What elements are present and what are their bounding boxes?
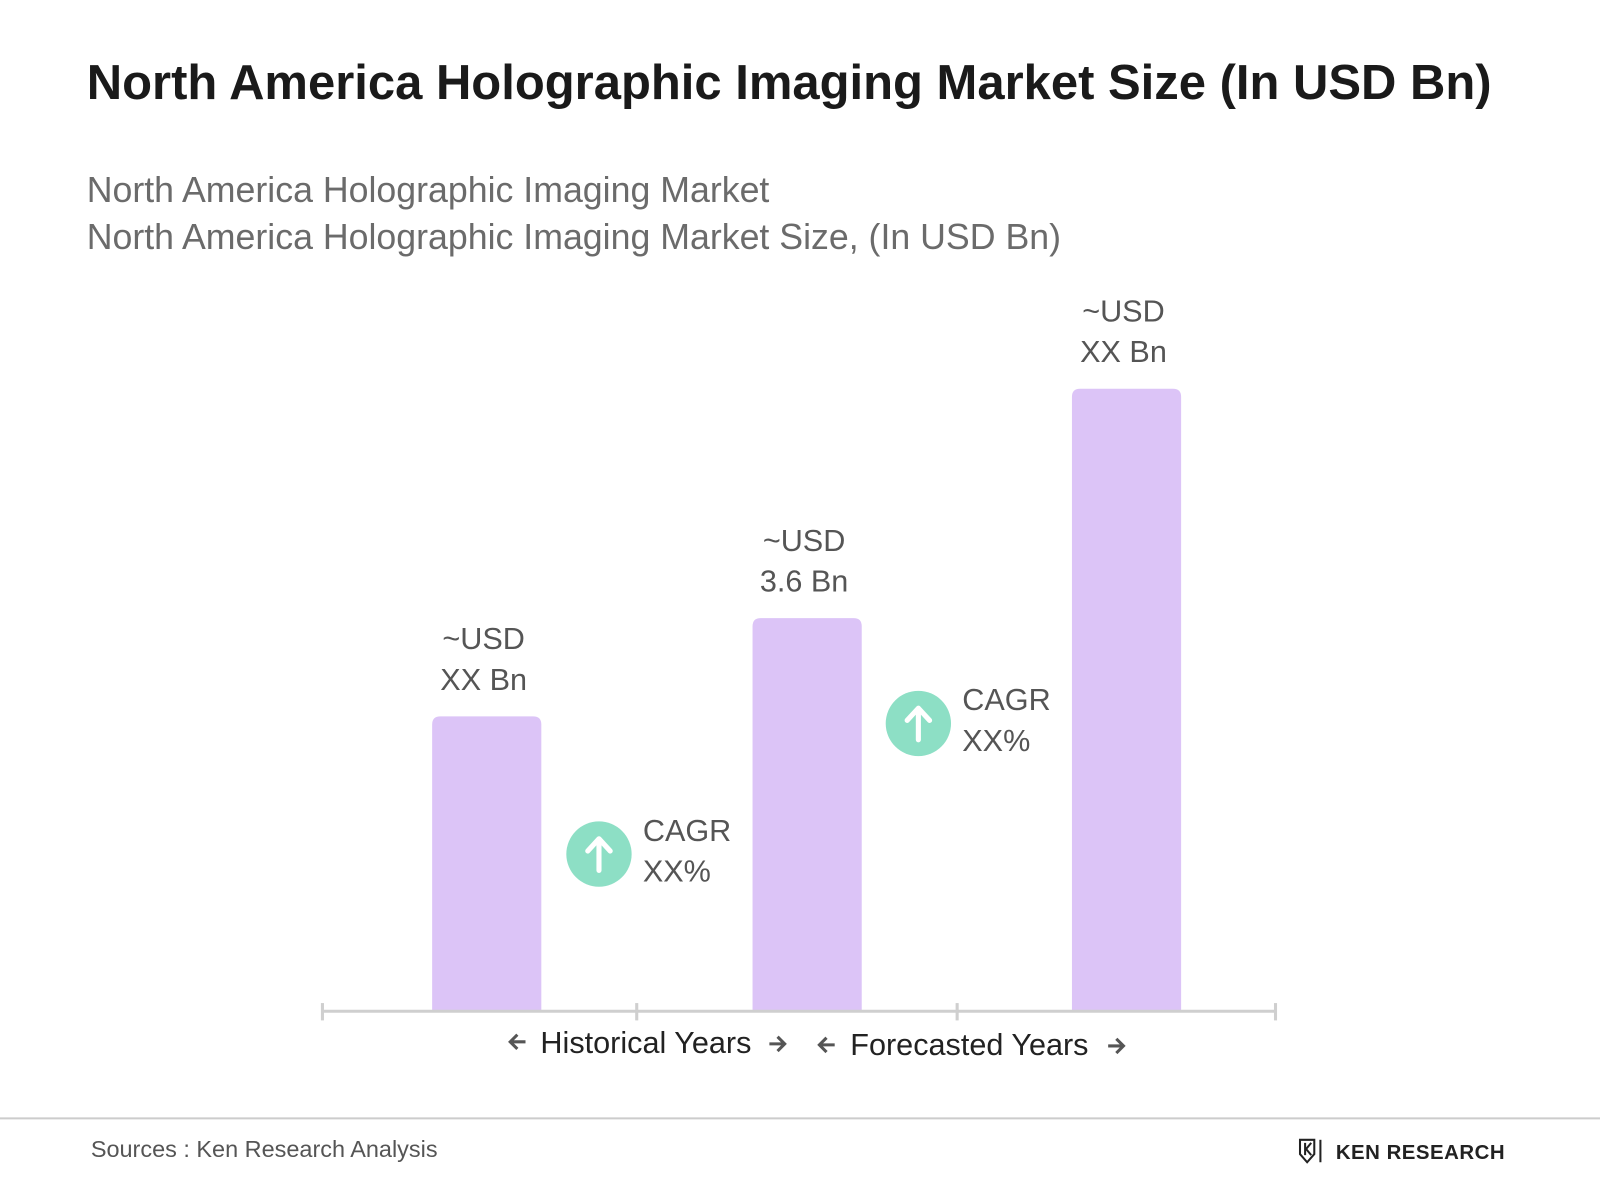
source: Sources : Ken Research Analysis xyxy=(91,1136,438,1162)
cagr-line: CAGR xyxy=(962,683,1050,717)
value-label-line: ~USD xyxy=(763,524,846,558)
bar xyxy=(1071,388,1182,1012)
value-label: ~USD 3.6 Bn xyxy=(760,524,848,599)
arrow-left xyxy=(508,1033,526,1051)
value-label-line: ~USD xyxy=(442,622,525,656)
value-label-line: XX Bn xyxy=(440,663,527,697)
logo-k xyxy=(1304,1142,1313,1156)
cagr-label: CAGR XX% xyxy=(962,683,1050,758)
chart-title: North America Holographic Imaging Market… xyxy=(87,56,1492,110)
period-label: Forecasted Years xyxy=(850,1028,1088,1062)
subtitle: North America Holographic Imaging Market… xyxy=(87,217,1061,257)
bar xyxy=(432,716,542,1012)
arrow-left xyxy=(817,1036,835,1054)
value-label-line: XX Bn xyxy=(1080,335,1167,369)
arrow-right xyxy=(769,1035,787,1053)
cagr-line: XX% xyxy=(643,855,711,889)
logo-shield xyxy=(1298,1138,1316,1164)
value-label-line: 3.6 Bn xyxy=(760,565,848,599)
logo-mark xyxy=(1298,1138,1322,1164)
arrow-right xyxy=(1108,1037,1126,1055)
value-label: ~USD XX Bn xyxy=(440,622,527,697)
value-label-line: ~USD xyxy=(1082,294,1165,328)
logo: KEN RESEARCH xyxy=(1336,1142,1505,1164)
cagr-label: CAGR XX% xyxy=(643,814,731,889)
subtitle: North America Holographic Imaging Market xyxy=(87,170,770,210)
cagr-line: CAGR xyxy=(643,814,731,848)
up-arrow xyxy=(904,705,933,743)
up-arrow xyxy=(585,836,613,873)
period-label: Historical Years xyxy=(540,1026,751,1060)
bar xyxy=(752,618,862,1012)
period-arrows xyxy=(508,1033,1126,1055)
value-label: ~USD XX Bn xyxy=(1080,294,1167,369)
axis xyxy=(320,1003,1278,1021)
cagr-line: XX% xyxy=(962,724,1030,758)
